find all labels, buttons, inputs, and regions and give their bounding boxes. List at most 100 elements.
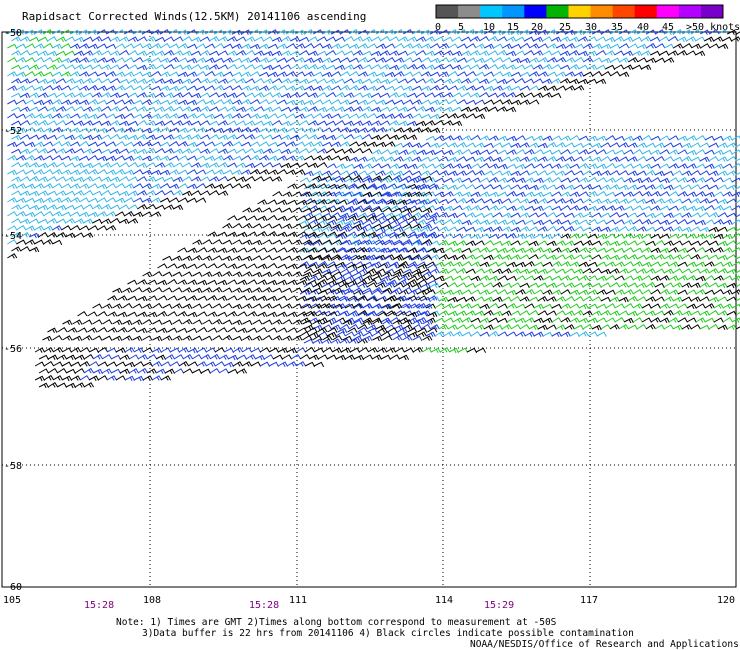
- wind-barb: [272, 106, 283, 112]
- wind-barb: [262, 303, 273, 309]
- wind-barb: [160, 99, 171, 106]
- wind-barb: [272, 148, 283, 154]
- wind-barb: [393, 240, 404, 247]
- wind-barb: [29, 92, 40, 98]
- wind-barb: [389, 50, 400, 56]
- wind-barb: [474, 156, 485, 163]
- wind-barb: [690, 184, 701, 190]
- wind-barb: [227, 368, 239, 375]
- wind-barb: [110, 204, 121, 210]
- wind-barb: [232, 255, 243, 261]
- wind-barb: [524, 50, 535, 56]
- wind-barb: [349, 71, 360, 77]
- wind-barb: [456, 170, 467, 176]
- legend-swatch: [436, 5, 459, 18]
- wind-barb: [151, 85, 162, 92]
- wind-barb: [466, 347, 478, 354]
- wind-barb: [560, 149, 571, 155]
- legend-label: 30: [585, 22, 597, 33]
- wind-barb: [115, 57, 126, 63]
- wind-barb: [223, 113, 234, 119]
- wind-barb: [124, 113, 135, 119]
- wind-barb: [151, 361, 163, 367]
- wind-barb: [352, 287, 363, 293]
- wind-barb: [52, 169, 63, 175]
- wind-barb: [281, 50, 292, 56]
- wind-barb: [713, 317, 724, 323]
- wind-barb: [609, 156, 620, 163]
- wind-barb: [331, 347, 343, 353]
- wind-barb: [506, 36, 517, 42]
- wind-barb: [425, 331, 436, 337]
- wind-barb: [348, 268, 359, 274]
- wind-barb: [605, 135, 616, 141]
- wind-barb: [448, 99, 459, 105]
- wind-barb: [164, 92, 175, 98]
- wind-barb: [56, 106, 67, 112]
- wind-barb: [119, 106, 130, 112]
- wind-barb: [600, 184, 611, 190]
- wind-barb: [731, 275, 740, 281]
- wind-barb: [11, 134, 22, 141]
- wind-barb: [416, 50, 427, 56]
- wind-barb: [389, 92, 400, 98]
- wind-barb: [146, 162, 157, 168]
- wind-barb: [272, 207, 283, 213]
- wind-barb: [470, 64, 481, 70]
- wind-barb: [427, 215, 438, 221]
- wind-barb: [452, 106, 463, 112]
- wind-barb: [618, 310, 629, 316]
- wind-barb: [132, 303, 143, 309]
- wind-barb: [173, 64, 184, 70]
- wind-barb: [317, 354, 329, 360]
- wind-barb: [74, 232, 85, 238]
- wind-barb: [297, 183, 308, 189]
- wind-barb: [124, 155, 135, 161]
- wind-barb: [110, 50, 121, 56]
- wind-barb: [528, 296, 539, 302]
- wind-barb: [470, 247, 481, 253]
- wind-barb: [427, 183, 438, 189]
- wind-barb: [520, 99, 531, 105]
- wind-barb: [681, 254, 692, 260]
- wind-barb: [618, 254, 629, 260]
- wind-barb: [663, 324, 674, 330]
- wind-barb: [483, 254, 494, 261]
- wind-barb: [290, 50, 301, 56]
- wind-barb: [187, 263, 198, 269]
- wind-barb: [529, 43, 540, 49]
- wind-barb: [56, 218, 67, 224]
- wind-barb: [438, 296, 449, 303]
- wind-barb: [650, 261, 661, 267]
- wind-barb: [196, 57, 207, 63]
- wind-barb: [304, 99, 315, 106]
- legend-swatch: [458, 5, 481, 18]
- wind-barb: [119, 368, 131, 375]
- wind-barb: [402, 268, 413, 275]
- wind-barb: [43, 169, 54, 175]
- wind-barb: [502, 57, 513, 63]
- wind-barb: [197, 247, 208, 253]
- wind-barb: [97, 361, 108, 367]
- wind-barb: [569, 275, 580, 282]
- wind-barb: [605, 205, 616, 211]
- wind-barb: [412, 43, 423, 49]
- wind-barb: [479, 36, 490, 42]
- wind-barb: [97, 127, 108, 134]
- wind-barb: [327, 215, 338, 221]
- wind-barb: [425, 64, 436, 70]
- wind-barb: [560, 135, 571, 141]
- wind-barb: [313, 126, 324, 133]
- wind-barb: [227, 134, 238, 140]
- wind-barb: [470, 219, 481, 225]
- wind-barb: [236, 120, 247, 126]
- wind-barb: [160, 113, 171, 119]
- wind-barb: [466, 28, 477, 35]
- wind-barb: [546, 198, 557, 204]
- wind-barb: [277, 43, 288, 49]
- wind-barb: [200, 148, 211, 154]
- wind-barb: [645, 310, 656, 316]
- wind-barb: [117, 311, 128, 318]
- wind-barb: [259, 85, 270, 91]
- wind-barb: [717, 240, 728, 247]
